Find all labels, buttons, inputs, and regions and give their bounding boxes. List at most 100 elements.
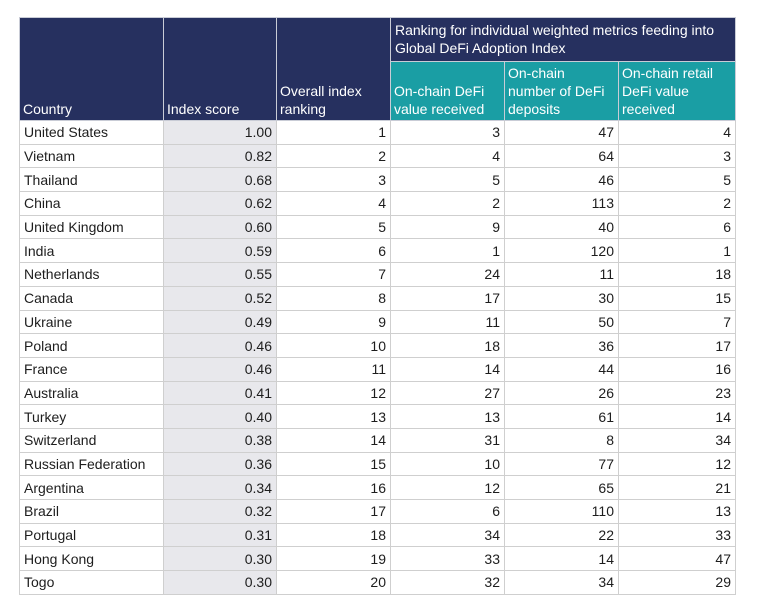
- table-row: Brazil 0.32 17 6 110 13: [19, 499, 736, 524]
- index-score-cell: 0.31: [163, 522, 277, 548]
- defi-deposits-rank-cell: 113: [504, 191, 619, 216]
- defi-deposits-rank-cell: 65: [504, 475, 619, 500]
- index-score-cell: 0.36: [163, 451, 277, 477]
- table-row: Poland 0.46 10 18 36 17: [19, 333, 736, 358]
- retail-defi-rank-cell: 33: [618, 522, 736, 548]
- retail-defi-rank-cell: 34: [618, 427, 736, 453]
- retail-defi-rank-cell: 17: [618, 333, 736, 358]
- defi-deposits-rank-cell: 50: [504, 309, 619, 335]
- defi-value-rank-cell: 6: [390, 499, 505, 524]
- defi-deposits-rank-cell: 30: [504, 285, 619, 311]
- index-score-cell: 1.00: [163, 120, 277, 145]
- overall-ranking-cell: 13: [276, 404, 391, 429]
- defi-deposits-rank-cell: 120: [504, 238, 619, 264]
- retail-defi-rank-cell: 4: [618, 120, 736, 145]
- overall-ranking-cell: 1: [276, 120, 391, 145]
- overall-ranking-cell: 3: [276, 167, 391, 193]
- index-score-cell: 0.49: [163, 309, 277, 335]
- header-metrics-group: Ranking for individual weighted metrics …: [390, 17, 736, 62]
- defi-deposits-rank-cell: 110: [504, 499, 619, 524]
- defi-value-rank-cell: 11: [390, 309, 505, 335]
- retail-defi-rank-cell: 13: [618, 499, 736, 524]
- table-row: United States 1.00 1 3 47 4: [19, 120, 736, 145]
- table-row: Turkey 0.40 13 13 61 14: [19, 404, 736, 429]
- overall-ranking-cell: 14: [276, 427, 391, 453]
- defi-value-rank-cell: 10: [390, 451, 505, 477]
- country-cell: Canada: [19, 285, 164, 311]
- overall-ranking-cell: 18: [276, 522, 391, 548]
- defi-deposits-rank-cell: 77: [504, 451, 619, 477]
- defi-value-rank-cell: 1: [390, 238, 505, 264]
- country-cell: United Kingdom: [19, 214, 164, 240]
- country-cell: France: [19, 356, 164, 382]
- header-defi-deposits: On-chain number of DeFi deposits: [504, 61, 619, 121]
- overall-ranking-cell: 9: [276, 309, 391, 335]
- overall-ranking-cell: 11: [276, 356, 391, 382]
- country-cell: Thailand: [19, 167, 164, 193]
- index-score-cell: 0.46: [163, 356, 277, 382]
- defi-value-rank-cell: 32: [390, 570, 505, 595]
- defi-value-rank-cell: 24: [390, 262, 505, 287]
- defi-value-rank-cell: 18: [390, 333, 505, 358]
- country-cell: Portugal: [19, 522, 164, 548]
- index-score-cell: 0.30: [163, 546, 277, 572]
- defi-value-rank-cell: 14: [390, 356, 505, 382]
- overall-ranking-cell: 7: [276, 262, 391, 287]
- defi-adoption-table: Country Index score Overall index rankin…: [19, 17, 736, 595]
- retail-defi-rank-cell: 1: [618, 238, 736, 264]
- defi-value-rank-cell: 3: [390, 120, 505, 145]
- table-row: Ukraine 0.49 9 11 50 7: [19, 309, 736, 335]
- defi-deposits-rank-cell: 44: [504, 356, 619, 382]
- retail-defi-rank-cell: 5: [618, 167, 736, 193]
- table-row: United Kingdom 0.60 5 9 40 6: [19, 214, 736, 240]
- index-score-cell: 0.38: [163, 427, 277, 453]
- index-score-cell: 0.32: [163, 499, 277, 524]
- defi-deposits-rank-cell: 26: [504, 380, 619, 406]
- table-row: Australia 0.41 12 27 26 23: [19, 380, 736, 406]
- retail-defi-rank-cell: 2: [618, 191, 736, 216]
- country-cell: Ukraine: [19, 309, 164, 335]
- retail-defi-rank-cell: 29: [618, 570, 736, 595]
- overall-ranking-cell: 4: [276, 191, 391, 216]
- defi-value-rank-cell: 2: [390, 191, 505, 216]
- retail-defi-rank-cell: 14: [618, 404, 736, 429]
- table-body: United States 1.00 1 3 47 4 Vietnam 0.82 2 4 64 3 Th…: [19, 120, 736, 595]
- index-score-cell: 0.82: [163, 143, 277, 169]
- defi-deposits-rank-cell: 61: [504, 404, 619, 429]
- index-score-cell: 0.34: [163, 475, 277, 500]
- retail-defi-rank-cell: 47: [618, 546, 736, 572]
- country-cell: Vietnam: [19, 143, 164, 169]
- retail-defi-rank-cell: 21: [618, 475, 736, 500]
- defi-value-rank-cell: 17: [390, 285, 505, 311]
- index-score-cell: 0.52: [163, 285, 277, 311]
- table-row: Hong Kong 0.30 19 33 14 47: [19, 546, 736, 572]
- index-score-cell: 0.59: [163, 238, 277, 264]
- country-cell: India: [19, 238, 164, 264]
- overall-ranking-cell: 5: [276, 214, 391, 240]
- country-cell: Switzerland: [19, 427, 164, 453]
- defi-value-rank-cell: 13: [390, 404, 505, 429]
- table-row: Russian Federation 0.36 15 10 77 12: [19, 451, 736, 477]
- overall-ranking-cell: 16: [276, 475, 391, 500]
- defi-deposits-rank-cell: 36: [504, 333, 619, 358]
- retail-defi-rank-cell: 7: [618, 309, 736, 335]
- defi-deposits-rank-cell: 64: [504, 143, 619, 169]
- defi-value-rank-cell: 5: [390, 167, 505, 193]
- index-score-cell: 0.68: [163, 167, 277, 193]
- retail-defi-rank-cell: 23: [618, 380, 736, 406]
- index-score-cell: 0.41: [163, 380, 277, 406]
- overall-ranking-cell: 6: [276, 238, 391, 264]
- table-row: Switzerland 0.38 14 31 8 34: [19, 427, 736, 453]
- country-cell: Netherlands: [19, 262, 164, 287]
- defi-deposits-rank-cell: 8: [504, 427, 619, 453]
- overall-ranking-cell: 19: [276, 546, 391, 572]
- overall-ranking-cell: 8: [276, 285, 391, 311]
- retail-defi-rank-cell: 15: [618, 285, 736, 311]
- index-score-cell: 0.46: [163, 333, 277, 358]
- defi-deposits-rank-cell: 40: [504, 214, 619, 240]
- country-cell: Poland: [19, 333, 164, 358]
- country-cell: China: [19, 191, 164, 216]
- defi-value-rank-cell: 4: [390, 143, 505, 169]
- retail-defi-rank-cell: 18: [618, 262, 736, 287]
- country-cell: Argentina: [19, 475, 164, 500]
